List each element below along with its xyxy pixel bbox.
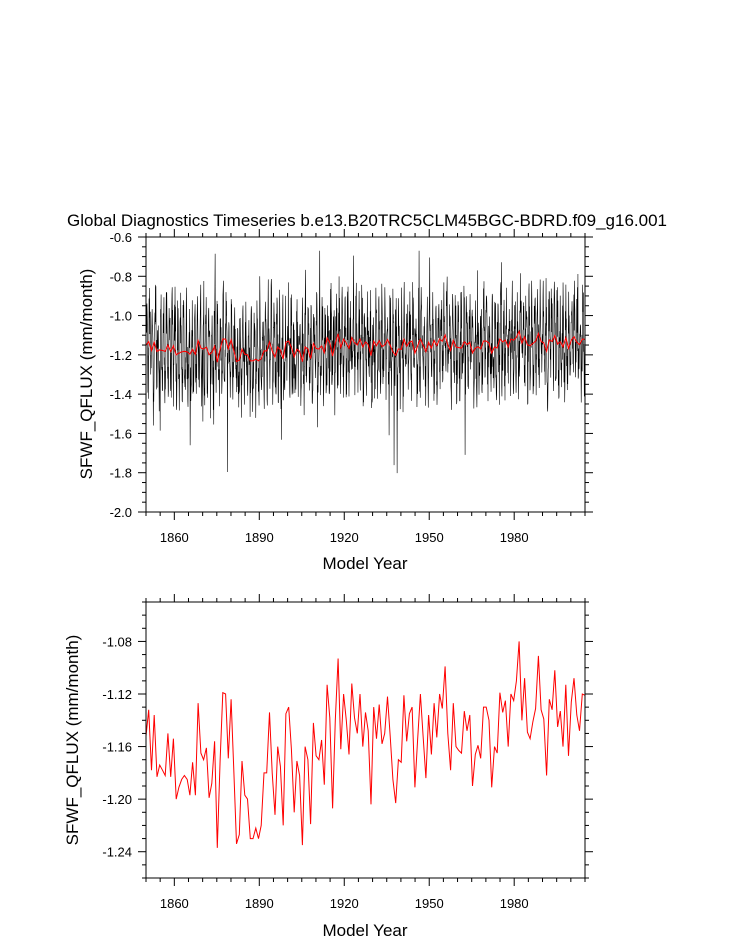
plot-frame (145, 601, 586, 879)
y-axis-title: SFWF_QFLUX (mm/month) (77, 269, 96, 480)
x-tick-label: 1950 (415, 530, 444, 545)
y-tick-label: -2.0 (110, 505, 132, 520)
y-tick-label: -1.20 (102, 792, 132, 807)
x-tick-label: 1860 (160, 896, 189, 911)
tick-group: 1860 1890 1920 1950 1980 -2.0 -1.8 -1.6 -1.4 -1.2… (110, 229, 593, 545)
annual-timeseries-panel: 1860 1890 1920 1950 1980 -1.24 -1.20 -1.16 -1.12… (63, 594, 593, 940)
y-tick-label: -1.24 (102, 845, 132, 860)
y-tick-label: -1.6 (110, 426, 132, 441)
annual-series-line (145, 641, 586, 848)
y-tick-label: -1.0 (110, 309, 132, 324)
x-tick-label: 1920 (330, 530, 359, 545)
y-tick-label: -1.12 (102, 687, 132, 702)
x-tick-label: 1890 (245, 530, 274, 545)
x-tick-label: 1890 (245, 896, 274, 911)
annual-overlay-line (145, 329, 586, 363)
x-tick-label: 1980 (500, 896, 529, 911)
tick-group: 1860 1890 1920 1950 1980 -1.24 -1.20 -1.16 -1.12… (102, 594, 593, 911)
x-tick-label: 1950 (415, 896, 444, 911)
x-axis-title: Model Year (322, 921, 407, 940)
y-tick-label: -1.16 (102, 740, 132, 755)
x-axis-title: Model Year (322, 554, 407, 573)
y-tick-label: -1.2 (110, 348, 132, 363)
series-group (145, 250, 586, 474)
y-axis-title: SFWF_QFLUX (mm/month) (63, 635, 82, 846)
y-tick-label: -1.8 (110, 466, 132, 481)
series-group (145, 641, 586, 848)
monthly-series-line (145, 250, 586, 474)
y-tick-label: -0.6 (110, 230, 132, 245)
plot-frame (145, 236, 586, 513)
x-tick-label: 1920 (330, 896, 359, 911)
monthly-timeseries-panel: Global Diagnostics Timeseries b.e13.B20T… (67, 211, 667, 573)
y-tick-label: -1.4 (110, 387, 132, 402)
x-tick-label: 1980 (500, 530, 529, 545)
x-tick-label: 1860 (160, 530, 189, 545)
y-tick-label: -1.08 (102, 634, 132, 649)
chart-title: Global Diagnostics Timeseries b.e13.B20T… (67, 211, 667, 230)
y-tick-label: -0.8 (110, 269, 132, 284)
